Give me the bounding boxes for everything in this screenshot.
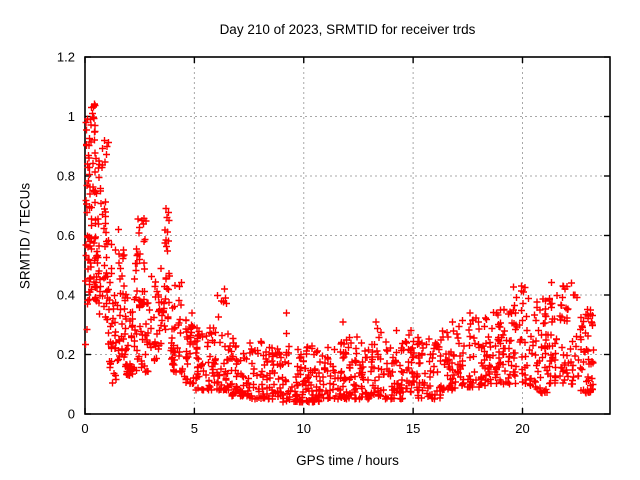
- x-axis-title: GPS time / hours: [296, 453, 399, 468]
- scatter-points: [82, 100, 597, 406]
- x-tick-label: 15: [406, 421, 420, 436]
- y-tick-label: 1.2: [57, 50, 75, 65]
- x-tick-label: 5: [191, 421, 198, 436]
- y-tick-label: 0.4: [57, 288, 75, 303]
- y-tick-label: 0.8: [57, 169, 75, 184]
- y-tick-label: 0.2: [57, 347, 75, 362]
- x-tick-label: 10: [297, 421, 311, 436]
- y-tick-label: 0.6: [57, 228, 75, 243]
- x-tick-label: 0: [81, 421, 88, 436]
- chart-title: Day 210 of 2023, SRMTID for receiver trd…: [219, 22, 476, 37]
- x-tick-label: 20: [515, 421, 529, 436]
- y-tick-label: 1: [68, 109, 75, 124]
- y-axis-title: SRMTID / TECUs: [17, 182, 33, 290]
- y-tick-label: 0: [68, 407, 75, 422]
